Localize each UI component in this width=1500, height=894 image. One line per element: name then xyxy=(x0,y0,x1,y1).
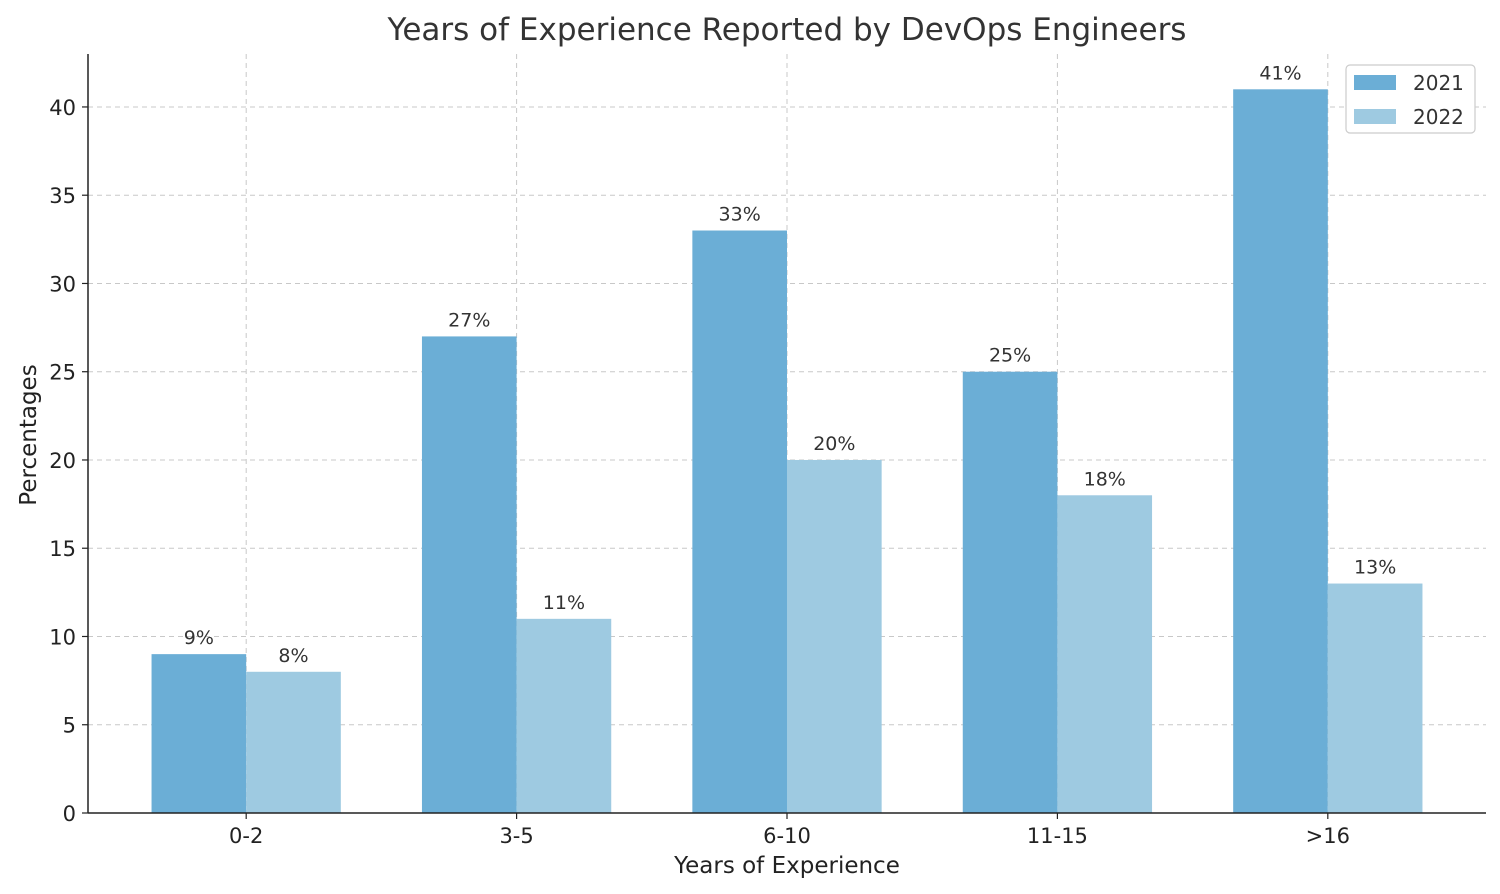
legend-swatch xyxy=(1354,109,1396,124)
legend-label: 2022 xyxy=(1413,105,1464,129)
bars xyxy=(151,89,1423,814)
data-label: 11% xyxy=(543,592,585,614)
x-tick-label: 3-5 xyxy=(499,824,533,848)
bar-2021->16 xyxy=(1233,89,1328,814)
y-tick-label: 20 xyxy=(49,449,76,473)
y-tick-label: 30 xyxy=(49,272,76,296)
bar-2022-0-2 xyxy=(246,671,341,813)
bar-2022-6-10 xyxy=(787,459,882,813)
data-label: 13% xyxy=(1354,557,1396,579)
bar-2021-6-10 xyxy=(692,230,787,814)
legend-swatch xyxy=(1354,75,1396,90)
y-tick-label: 15 xyxy=(49,537,76,561)
data-label: 8% xyxy=(278,645,308,667)
data-labels: 9% 27% 33% 25% 41% 8% 11% 20% 18% 13% xyxy=(184,62,1396,666)
bar-2021-0-2 xyxy=(151,654,247,813)
y-tick-label: 0 xyxy=(63,802,76,826)
y-tick-label: 25 xyxy=(49,361,76,385)
data-label: 20% xyxy=(813,433,855,455)
bar-2022-11-15 xyxy=(1057,495,1153,813)
data-label: 33% xyxy=(719,204,761,226)
bar-2022-3-5 xyxy=(516,618,612,813)
x-tick-label: >16 xyxy=(1306,824,1350,848)
legend-label: 2021 xyxy=(1413,71,1464,95)
chart-title: Years of Experience Reported by DevOps E… xyxy=(387,12,1187,48)
x-tick-label: 11-15 xyxy=(1027,824,1088,848)
y-tick-label: 5 xyxy=(63,714,76,738)
y-tick-label: 40 xyxy=(49,96,76,120)
data-label: 25% xyxy=(989,345,1031,367)
x-tick-label: 0-2 xyxy=(229,824,263,848)
bar-2022->16 xyxy=(1327,583,1423,813)
y-tick-label: 10 xyxy=(49,625,76,649)
data-label: 41% xyxy=(1259,62,1301,84)
y-tick-label: 35 xyxy=(49,184,76,208)
bar-2021-11-15 xyxy=(962,371,1058,813)
x-axis-label: Years of Experience xyxy=(673,853,900,879)
data-label: 27% xyxy=(448,309,490,331)
legend: 2021 2022 xyxy=(1345,64,1476,134)
data-label: 18% xyxy=(1084,468,1126,490)
x-tick-label: 6-10 xyxy=(763,824,811,848)
bar-2021-3-5 xyxy=(421,336,517,813)
axes: 0 5 10 15 20 25 30 35 40 0-2 3-5 6-10 11-15 >16 xyxy=(49,54,1486,848)
y-axis-label: Percentages xyxy=(16,364,42,505)
data-label: 9% xyxy=(184,627,214,649)
